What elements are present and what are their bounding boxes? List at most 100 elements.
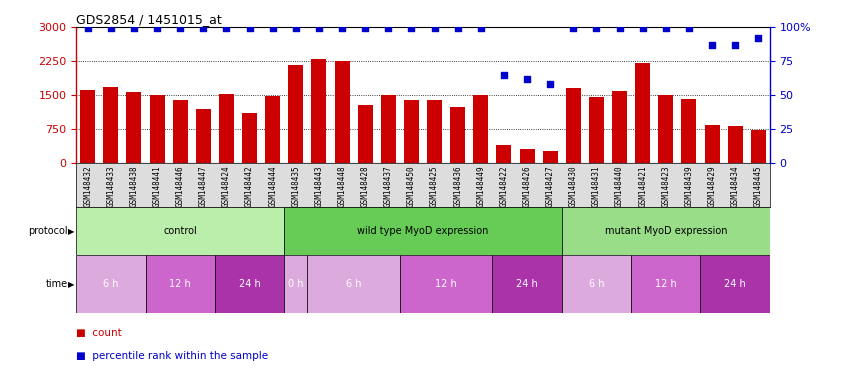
Bar: [103, 87, 118, 163]
Bar: [427, 101, 442, 163]
Point: [520, 76, 534, 82]
Text: GSM148439: GSM148439: [684, 166, 694, 207]
Text: time: time: [46, 279, 68, 289]
Text: 24 h: 24 h: [724, 279, 746, 289]
Text: ▶: ▶: [68, 227, 74, 236]
Text: ■  count: ■ count: [76, 328, 122, 338]
Text: GSM148421: GSM148421: [638, 166, 647, 207]
Bar: [307, 255, 400, 313]
Bar: [284, 207, 562, 255]
Bar: [358, 105, 373, 163]
Point: [728, 41, 742, 48]
Bar: [566, 88, 581, 163]
Bar: [612, 91, 627, 163]
Text: mutant MyoD expression: mutant MyoD expression: [605, 226, 727, 237]
Point: [289, 25, 303, 31]
Bar: [519, 149, 535, 163]
Bar: [146, 255, 215, 313]
Point: [243, 25, 256, 31]
Bar: [450, 107, 465, 163]
Bar: [265, 96, 280, 163]
Bar: [589, 97, 604, 163]
Bar: [76, 255, 146, 313]
Bar: [728, 126, 743, 163]
Text: GSM148438: GSM148438: [129, 166, 139, 207]
Bar: [288, 65, 304, 163]
Text: 6 h: 6 h: [103, 279, 118, 289]
Point: [151, 25, 164, 31]
Point: [382, 25, 395, 31]
Bar: [76, 207, 284, 255]
Bar: [473, 96, 488, 163]
Bar: [562, 207, 770, 255]
Text: 6 h: 6 h: [346, 279, 361, 289]
Point: [359, 25, 372, 31]
Bar: [195, 109, 211, 163]
Point: [751, 35, 765, 41]
Bar: [631, 255, 700, 313]
Text: 6 h: 6 h: [589, 279, 604, 289]
Text: ■  percentile rank within the sample: ■ percentile rank within the sample: [76, 351, 268, 361]
Text: GSM148431: GSM148431: [592, 166, 601, 207]
Bar: [381, 96, 396, 163]
Bar: [404, 99, 419, 163]
Bar: [219, 94, 234, 163]
Text: GSM148423: GSM148423: [662, 166, 670, 207]
Bar: [700, 255, 770, 313]
Bar: [658, 95, 673, 163]
Text: GSM148449: GSM148449: [476, 166, 486, 207]
Text: GSM148447: GSM148447: [199, 166, 208, 207]
Point: [266, 25, 279, 31]
Text: GSM148437: GSM148437: [384, 166, 393, 207]
Bar: [562, 255, 631, 313]
Text: GSM148428: GSM148428: [360, 166, 370, 207]
Point: [173, 25, 187, 31]
Point: [404, 25, 418, 31]
Bar: [215, 255, 284, 313]
Point: [312, 25, 326, 31]
Bar: [497, 145, 512, 163]
Bar: [492, 255, 562, 313]
Text: GSM148430: GSM148430: [569, 166, 578, 207]
Point: [682, 25, 695, 31]
Text: GSM148432: GSM148432: [83, 166, 92, 207]
Point: [81, 25, 95, 31]
Bar: [80, 89, 96, 163]
Point: [127, 25, 140, 31]
Bar: [284, 255, 307, 313]
Point: [543, 81, 557, 87]
Text: GSM148424: GSM148424: [222, 166, 231, 207]
Text: GSM148442: GSM148442: [245, 166, 254, 207]
Point: [613, 25, 626, 31]
Text: wild type MyoD expression: wild type MyoD expression: [357, 226, 489, 237]
Text: 24 h: 24 h: [239, 279, 261, 289]
Bar: [681, 99, 696, 163]
Text: GSM148446: GSM148446: [176, 166, 184, 207]
Point: [497, 71, 511, 78]
Text: GSM148450: GSM148450: [407, 166, 416, 207]
Bar: [150, 95, 165, 163]
Text: ▶: ▶: [68, 280, 74, 289]
Text: GSM148426: GSM148426: [523, 166, 531, 207]
Text: GSM148443: GSM148443: [315, 166, 323, 207]
Point: [567, 25, 580, 31]
Point: [659, 25, 673, 31]
Bar: [126, 92, 141, 163]
Text: 0 h: 0 h: [288, 279, 304, 289]
Text: GSM148445: GSM148445: [754, 166, 763, 207]
Bar: [705, 124, 720, 163]
Point: [335, 25, 349, 31]
Point: [428, 25, 442, 31]
Point: [706, 41, 719, 48]
Text: GSM148444: GSM148444: [268, 166, 277, 207]
Point: [104, 25, 118, 31]
Text: GSM148440: GSM148440: [615, 166, 624, 207]
Bar: [242, 113, 257, 163]
Point: [451, 25, 464, 31]
Text: GSM148422: GSM148422: [499, 166, 508, 207]
Text: GSM148441: GSM148441: [152, 166, 162, 207]
Point: [636, 25, 650, 31]
Text: 24 h: 24 h: [516, 279, 538, 289]
Text: GSM148434: GSM148434: [731, 166, 739, 207]
Bar: [334, 61, 349, 163]
